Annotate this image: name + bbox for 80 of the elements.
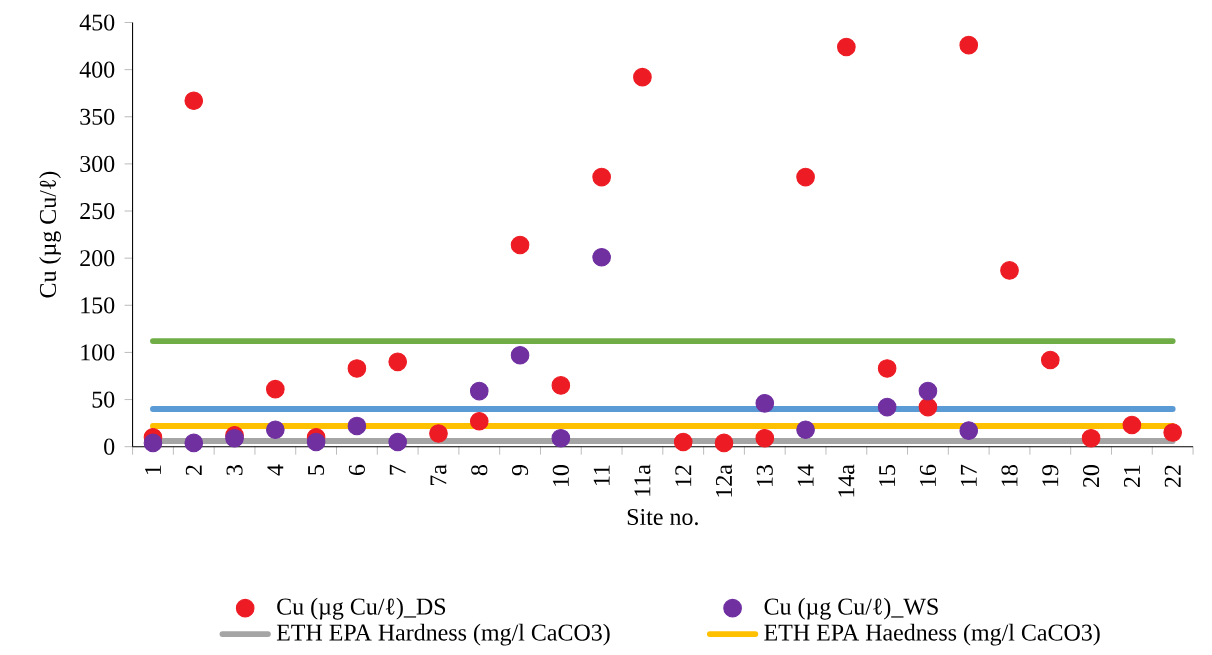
point — [796, 167, 815, 187]
point — [755, 428, 775, 448]
point — [592, 167, 611, 187]
x-tick-label: 14a — [838, 464, 855, 497]
y-tick-label: 450 — [79, 14, 115, 31]
point — [1122, 415, 1142, 435]
point — [837, 37, 856, 57]
point — [510, 235, 530, 255]
point — [388, 352, 408, 372]
point — [796, 420, 815, 440]
y-tick-label: 50 — [92, 391, 115, 408]
x-tick-label: 19 — [1042, 465, 1059, 486]
legend-label: Cu (µg Cu/ℓ)_WS — [764, 597, 938, 620]
point — [918, 397, 938, 417]
legend-label: Cu (µg Cu/ℓ)_DS — [277, 597, 446, 620]
x-tick-label: 6 — [348, 464, 365, 476]
x-tick-label: 16 — [919, 464, 937, 486]
x-tick-label: 13 — [756, 465, 773, 486]
point — [877, 359, 897, 378]
point — [755, 394, 775, 413]
x-axis-title: Site no. — [627, 508, 698, 526]
point — [347, 416, 367, 436]
x-tick-label: 21 — [1123, 465, 1140, 487]
x-tick-label: 7a — [430, 464, 447, 486]
y-tick-label: 300 — [80, 155, 115, 172]
x-tick-label: 10 — [552, 465, 569, 486]
x-tick-label: 7 — [389, 464, 406, 475]
point — [1041, 350, 1060, 370]
point — [306, 432, 326, 452]
y-tick-label: 100 — [81, 344, 115, 361]
y-axis-title: Cu (µg Cu/ℓ) — [39, 171, 61, 298]
x-tick-label: 11a — [634, 464, 651, 496]
y-tick-label: 150 — [81, 297, 115, 314]
point — [1163, 423, 1182, 442]
x-tick-label: 20 — [1083, 465, 1100, 487]
x-tick-label: 2 — [185, 465, 202, 476]
point — [592, 247, 611, 267]
x-tick-label: 22 — [1164, 465, 1181, 487]
point — [469, 381, 489, 401]
x-tick-label: 4 — [267, 464, 284, 476]
point — [551, 428, 571, 448]
y-tick-label: 350 — [80, 108, 115, 125]
point — [918, 381, 938, 401]
x-tick-label: 17 — [960, 464, 977, 486]
point — [429, 424, 448, 443]
x-tick-label: 9 — [512, 465, 529, 476]
point — [1000, 261, 1019, 280]
x-tick-label: 12a — [715, 464, 733, 497]
legend-label: ETH EPA Hardness (mg/l CaCO3) — [276, 623, 610, 646]
y-tick-label: 0 — [104, 438, 115, 455]
x-tick-label: 11 — [593, 465, 610, 486]
y-tick-label: 200 — [80, 250, 115, 267]
point — [959, 421, 979, 440]
x-tick-label: 15 — [879, 465, 896, 486]
point — [388, 432, 408, 452]
point — [959, 35, 979, 55]
x-tick-label: 1 — [145, 465, 161, 474]
x-tick-label: 5 — [308, 465, 325, 475]
point — [143, 433, 163, 453]
y-tick-label: 400 — [79, 61, 115, 78]
point — [266, 379, 285, 399]
point — [551, 376, 571, 395]
point — [347, 359, 367, 378]
point — [184, 91, 204, 111]
point — [510, 345, 530, 365]
x-tick-label: 3 — [226, 465, 243, 475]
x-tick-label: 8 — [471, 465, 488, 476]
y-tick-label: 250 — [80, 202, 115, 220]
point — [266, 420, 285, 440]
point — [714, 433, 734, 453]
point — [673, 432, 693, 452]
point — [1081, 428, 1101, 448]
point — [469, 411, 489, 431]
legend-label: ETH EPA Haedness (mg/l CaCO3) — [764, 623, 1100, 646]
point — [633, 67, 652, 87]
point — [184, 433, 204, 453]
point — [877, 397, 897, 417]
x-tick-label: 18 — [1001, 465, 1018, 486]
x-tick-label: 12 — [675, 465, 692, 486]
x-tick-label: 14 — [797, 464, 814, 486]
